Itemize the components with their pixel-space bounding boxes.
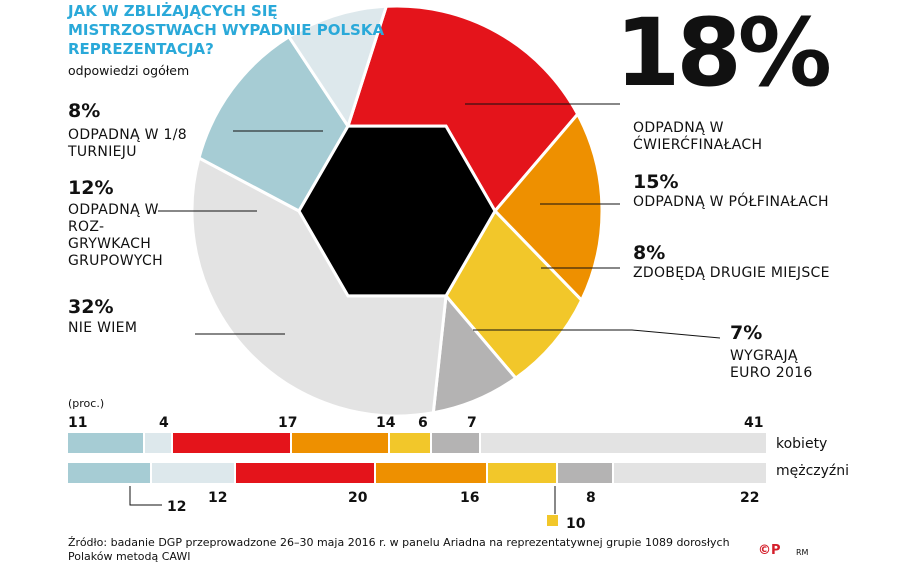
center-hexagon xyxy=(297,124,497,298)
slice-pct-quarterfinal: 18% xyxy=(615,0,832,108)
bar-segment xyxy=(432,433,479,453)
author-credit: RM xyxy=(796,548,809,557)
data-label: 6 xyxy=(418,415,428,431)
data-label: 14 xyxy=(376,415,396,431)
slice-label-second-place: ZDOBĘDĄ DRUGIE MIEJSCE xyxy=(633,265,830,281)
chart-subtitle: odpowiedzi ogółem xyxy=(68,63,190,78)
slice-pct-round16: 8% xyxy=(68,100,101,122)
slice-pct-win: 7% xyxy=(730,322,763,344)
data-label: 7 xyxy=(467,415,477,431)
unit-note: (proc.) xyxy=(68,397,105,410)
bar-segment xyxy=(488,463,556,483)
slice-label-quarterfinal: ODPADNĄ W ĆWIERĆFINAŁACH xyxy=(633,120,763,153)
bar-segment xyxy=(152,463,234,483)
data-label: 20 xyxy=(348,490,368,506)
data-label: 10 xyxy=(566,516,586,532)
data-label: 16 xyxy=(460,490,479,506)
row-label-men: mężczyźni xyxy=(776,463,850,479)
data-label: 8 xyxy=(586,490,596,506)
leader-line xyxy=(129,486,162,506)
legend-swatch xyxy=(547,515,558,526)
slice-label-win: WYGRAJĄ EURO 2016 xyxy=(730,348,813,381)
bar-segment xyxy=(614,463,766,483)
slice-pct-semifinal: 15% xyxy=(633,171,679,193)
bar-segment xyxy=(68,463,150,483)
row-label-women: kobiety xyxy=(776,436,828,452)
slice-pct-second-place: 8% xyxy=(633,242,666,264)
data-label: 22 xyxy=(740,490,759,506)
leader-line xyxy=(473,329,721,339)
data-label: 41 xyxy=(744,415,763,431)
slice-pct-dont-know: 32% xyxy=(68,296,114,318)
data-label: 11 xyxy=(68,415,87,431)
pie-slice xyxy=(190,155,448,418)
bar-segment xyxy=(236,463,374,483)
bar-segment xyxy=(481,433,766,453)
pie-slice xyxy=(492,111,604,303)
publisher-logo: ©P xyxy=(758,543,781,558)
slice-pct-group: 12% xyxy=(68,177,114,199)
slice-label-dont-know: NIE WIEM xyxy=(68,320,138,336)
source-note: Źródło: badanie DGP przeprowadzone 26–30… xyxy=(68,536,730,563)
slice-label-group: ODPADNĄ W ROZ-GRYWKACH GRUPOWYCH xyxy=(68,202,163,269)
chart-title: JAK W ZBLIŻAJĄCYCH SIĘ MISTRZOSTWACH WYP… xyxy=(68,2,385,58)
pie-slice xyxy=(286,4,389,130)
bar-segment xyxy=(68,433,143,453)
data-label: 12 xyxy=(167,499,186,515)
bar-segment xyxy=(173,433,290,453)
data-label: 17 xyxy=(278,415,297,431)
data-label: 12 xyxy=(208,490,227,506)
bar-segment xyxy=(145,433,171,453)
bar-segment xyxy=(558,463,612,483)
slice-label-round16: ODPADNĄ W 1/8 TURNIEJU xyxy=(68,127,187,160)
slice-label-semifinal: ODPADNĄ W PÓŁFINAŁACH xyxy=(633,194,829,210)
bar-segment xyxy=(390,433,430,453)
bar-segment xyxy=(376,463,486,483)
bar-segment xyxy=(292,433,388,453)
data-label: 4 xyxy=(159,415,169,431)
